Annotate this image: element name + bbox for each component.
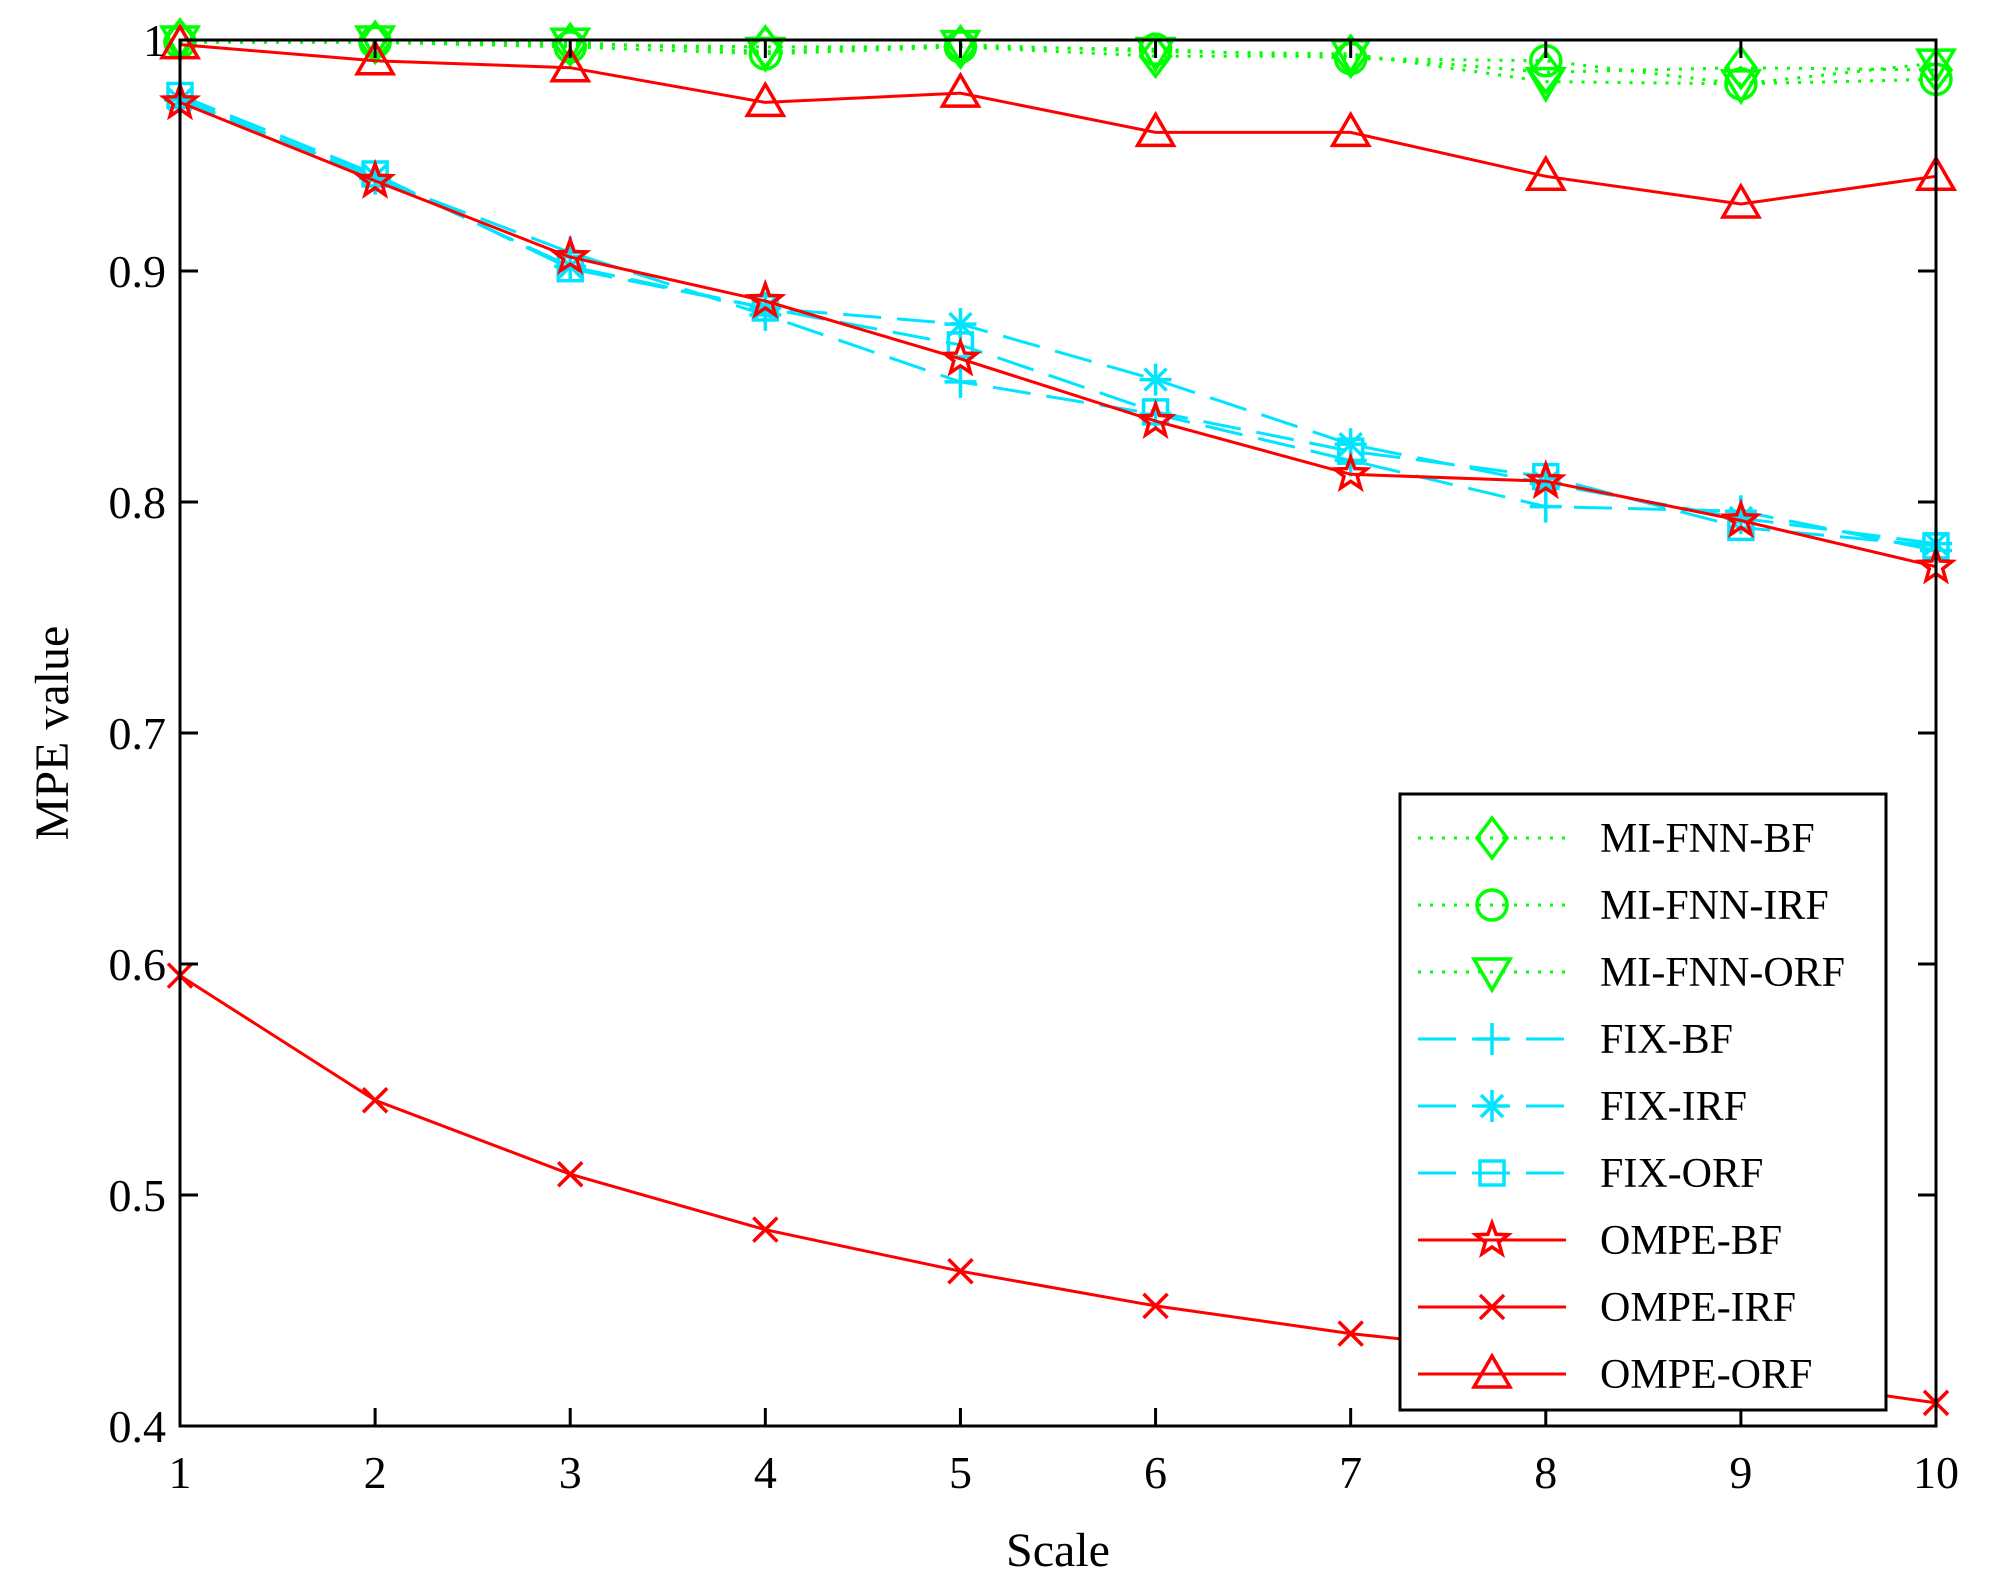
legend-label-ompe-orf: OMPE-ORF xyxy=(1600,1352,1812,1398)
point-mi-fnn-bf xyxy=(1723,44,1759,91)
legend-label-fix-irf: FIX-IRF xyxy=(1600,1084,1747,1130)
legend-entry-fix-orf: FIX-ORF xyxy=(1418,1151,1763,1197)
x-axis-label: Scale xyxy=(1006,1524,1110,1577)
point-mi-fnn-orf xyxy=(939,29,982,67)
x-tick-label: 9 xyxy=(1729,1447,1752,1498)
series-line-ompe-orf xyxy=(179,43,1937,206)
legend-marker-mi-fnn-bf xyxy=(1474,815,1510,861)
legend-marker-ompe-bf xyxy=(1470,1217,1514,1258)
legend-entry-fix-irf: FIX-IRF xyxy=(1418,1084,1747,1130)
legend-label-mi-fnn-orf: MI-FNN-ORF xyxy=(1600,950,1845,996)
point-mi-fnn-bf xyxy=(1528,49,1563,96)
legend-label-fix-bf: FIX-BF xyxy=(1600,1017,1733,1063)
series-line-mi-fnn-orf xyxy=(180,38,1937,86)
point-ompe-bf xyxy=(939,336,982,377)
point-ompe-bf xyxy=(354,158,397,199)
x-tick-label: 7 xyxy=(1339,1447,1362,1498)
point-fix-orf xyxy=(751,294,780,322)
point-ompe-irf xyxy=(752,1216,779,1243)
point-fix-irf xyxy=(359,160,392,193)
series-ompe-bf xyxy=(158,80,1958,585)
point-ompe-orf xyxy=(1329,110,1372,148)
x-tick-label: 10 xyxy=(1913,1447,1959,1498)
point-ompe-orf xyxy=(1524,154,1567,192)
legend-entry-ompe-irf: OMPE-IRF xyxy=(1418,1285,1796,1331)
point-ompe-bf xyxy=(1134,398,1177,440)
point-fix-orf xyxy=(946,331,975,359)
point-ompe-bf xyxy=(1524,459,1567,500)
y-tick-label: 0.9 xyxy=(109,246,167,297)
point-ompe-irf xyxy=(1337,1320,1364,1347)
legend-marker-mi-fnn-irf xyxy=(1475,888,1509,922)
point-fix-irf xyxy=(1724,502,1757,535)
series-line-ompe-bf xyxy=(179,101,1937,569)
x-tick-label: 1 xyxy=(169,1447,192,1498)
point-fix-orf xyxy=(1727,513,1755,542)
y-tick-label: 0.8 xyxy=(109,477,167,528)
legend-label-fix-orf: FIX-ORF xyxy=(1600,1151,1763,1197)
tick-layer: 1 2 3 4 5 6 7 8 9 10 0.4 0.5 0.6 0.7 0.8 0.9 1 xyxy=(109,15,1960,1498)
point-ompe-orf xyxy=(354,39,397,76)
point-ompe-irf xyxy=(361,1087,389,1114)
legend-entry-fix-bf: FIX-BF xyxy=(1418,1017,1733,1063)
y-tick-label: 0.6 xyxy=(109,939,167,990)
point-mi-fnn-orf xyxy=(1524,66,1567,104)
point-ompe-irf xyxy=(1142,1292,1169,1320)
point-ompe-orf xyxy=(1134,110,1177,148)
point-fix-irf xyxy=(944,308,977,341)
point-ompe-orf xyxy=(1719,182,1762,219)
point-ompe-orf xyxy=(744,80,787,118)
legend-entry-ompe-orf: OMPE-ORF xyxy=(1418,1352,1812,1398)
point-ompe-orf xyxy=(549,46,592,83)
legend-marker-fix-orf xyxy=(1478,1159,1506,1187)
point-ompe-bf xyxy=(549,234,592,276)
x-tick-label: 8 xyxy=(1534,1447,1557,1498)
point-ompe-bf xyxy=(1719,498,1763,539)
legend-label-mi-fnn-irf: MI-FNN-IRF xyxy=(1600,883,1829,929)
legend-entry-mi-fnn-orf: MI-FNN-ORF xyxy=(1418,950,1845,996)
point-ompe-orf xyxy=(939,71,982,108)
y-tick-label: 1 xyxy=(143,15,166,66)
point-ompe-irf xyxy=(556,1160,584,1188)
legend-marker-fix-irf xyxy=(1476,1090,1508,1122)
point-ompe-bf xyxy=(744,278,787,319)
x-tick-label: 6 xyxy=(1144,1447,1167,1498)
y-axis-label: MPE value xyxy=(26,626,79,841)
series-line-mi-fnn-bf xyxy=(179,38,1937,74)
x-tick-label: 2 xyxy=(364,1447,387,1498)
point-fix-orf xyxy=(1336,437,1365,465)
series-line-fix-bf xyxy=(179,96,1937,552)
y-tick-label: 0.4 xyxy=(109,1401,167,1452)
point-mi-fnn-bf xyxy=(357,19,393,66)
legend-marker-mi-fnn-orf xyxy=(1470,957,1514,994)
series-layer xyxy=(158,17,1958,1417)
point-ompe-bf xyxy=(1329,452,1372,493)
point-ompe-irf xyxy=(947,1257,974,1285)
point-mi-fnn-irf xyxy=(1138,32,1173,66)
point-fix-bf xyxy=(944,365,977,398)
legend-entry-ompe-bf: OMPE-BF xyxy=(1418,1217,1782,1264)
legend-entry-mi-fnn-bf: MI-FNN-BF xyxy=(1418,815,1815,862)
legend-entry-mi-fnn-irf: MI-FNN-IRF xyxy=(1418,883,1829,929)
legend-marker-ompe-irf xyxy=(1478,1293,1506,1321)
x-tick-label: 4 xyxy=(754,1447,777,1498)
point-fix-irf xyxy=(1529,467,1562,500)
y-tick-label: 0.7 xyxy=(109,708,167,759)
legend-label-ompe-bf: OMPE-BF xyxy=(1600,1218,1782,1264)
point-fix-irf xyxy=(554,250,587,283)
point-fix-irf xyxy=(1334,428,1367,461)
legend-marker-ompe-orf xyxy=(1470,1352,1514,1389)
x-tick-label: 5 xyxy=(949,1447,972,1498)
point-mi-fnn-orf xyxy=(549,27,592,64)
legend-marker-fix-bf xyxy=(1476,1023,1508,1055)
x-tick-label: 3 xyxy=(559,1447,582,1498)
legend: MI-FNN-BF MI-FNN-IRF MI-FNN-ORF FIX-BF FIX-I… xyxy=(1398,792,1888,1412)
point-mi-fnn-orf xyxy=(354,25,397,62)
legend-label-ompe-irf: OMPE-IRF xyxy=(1600,1285,1796,1331)
legend-label-mi-fnn-bf: MI-FNN-BF xyxy=(1600,816,1815,862)
y-tick-label: 0.5 xyxy=(109,1170,167,1221)
point-mi-fnn-orf xyxy=(1719,69,1762,106)
point-fix-irf xyxy=(1139,363,1172,396)
